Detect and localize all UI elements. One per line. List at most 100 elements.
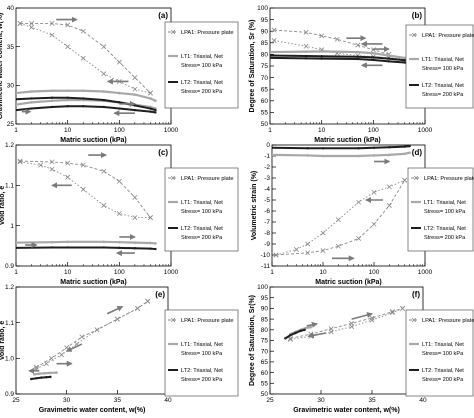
legend-label: Stress= 200 kPa <box>181 377 223 383</box>
y-tick-label: 0 <box>266 142 270 149</box>
data-point <box>334 36 340 42</box>
x-axis-label: Matric suction (kPa) <box>60 137 127 144</box>
series-line-lt2 <box>272 145 410 150</box>
data-point <box>270 56 272 60</box>
data-point <box>116 211 122 217</box>
data-point <box>48 355 54 361</box>
data-point <box>321 147 325 150</box>
y-tick-label: 90 <box>261 28 269 35</box>
plot-frame <box>269 7 426 125</box>
y-tick-label: -9 <box>264 241 270 248</box>
data-point <box>50 89 54 93</box>
data-point <box>369 317 375 323</box>
x-axis-label: Matric suction (kPa) <box>314 137 381 144</box>
panel-tag: (d) <box>412 148 423 157</box>
data-point <box>82 97 85 100</box>
data-point <box>17 20 23 26</box>
chart-panel-e: 25 30 35 40 0.9 1.0 1.1 1.2 Gravimetric water co… <box>0 284 239 414</box>
data-point <box>289 333 292 337</box>
data-point <box>389 309 395 315</box>
x-tick-label: 100 <box>114 269 125 276</box>
panel-tag: (e) <box>155 290 165 299</box>
x-tick-label: 25 <box>12 397 20 404</box>
data-point <box>356 50 360 54</box>
data-point <box>38 372 41 375</box>
data-point <box>48 371 51 375</box>
y-tick-label: 85 <box>261 316 269 323</box>
data-point <box>371 221 377 227</box>
data-point <box>304 50 308 53</box>
x-tick-label: 40 <box>164 397 172 404</box>
series-line-lt1 <box>272 151 410 158</box>
legend: LPA1: Pressure plate LT1: Triaxial, Net St… <box>405 24 474 109</box>
x-tick-label: 35 <box>114 397 122 404</box>
data-point <box>50 246 54 249</box>
data-point <box>101 168 107 174</box>
legend-label: Stress= 100 kPa <box>424 209 466 215</box>
data-point <box>118 240 121 244</box>
y-tick-label: 35 <box>7 44 15 51</box>
legend-label: Stress= 100 kPa <box>181 209 223 215</box>
legend-label: LT2: Triaxial, Net <box>424 226 466 232</box>
x-tick-label: 1000 <box>418 127 433 134</box>
data-point <box>403 61 406 64</box>
data-point <box>372 56 375 59</box>
data-point <box>32 373 36 376</box>
direction-arrow <box>351 312 373 320</box>
data-point <box>16 91 18 95</box>
data-point <box>335 217 341 223</box>
data-point <box>49 32 55 38</box>
data-point <box>304 57 308 60</box>
legend-box <box>164 309 239 397</box>
data-point <box>116 59 122 65</box>
y-tick-label: 65 <box>261 359 269 366</box>
legend-label: LT2: Triaxial, Net <box>181 368 223 374</box>
x-tick-label: 30 <box>63 397 71 404</box>
data-point <box>16 246 18 250</box>
data-point <box>270 50 272 54</box>
y-tick-label: 1.1 <box>5 183 14 190</box>
x-tick-label: 10 <box>318 127 326 134</box>
data-point <box>81 89 85 93</box>
y-tick-label: 95 <box>261 295 269 302</box>
legend-label: Stress= 200 kPa <box>181 235 223 241</box>
data-point <box>147 90 153 96</box>
data-point <box>16 103 18 106</box>
data-point <box>133 108 137 112</box>
y-tick-label: 100 <box>257 5 268 12</box>
chart-panel-a: 1 10 100 1000 25 30 35 40 Matric suction (kPa) Gr… <box>0 5 239 144</box>
data-point <box>387 54 391 57</box>
x-tick-label: 1000 <box>164 127 179 134</box>
legend: LPA1: Pressure plate LT1: Triaxial, Net St… <box>164 21 239 109</box>
data-point <box>94 327 100 333</box>
series-line-lpa1_b <box>275 179 405 256</box>
data-point <box>303 328 306 331</box>
y-tick-label: 30 <box>7 83 15 90</box>
data-point <box>273 252 279 258</box>
data-point <box>335 243 341 249</box>
panel-tag: (c) <box>158 148 168 157</box>
direction-arrow <box>306 321 318 328</box>
data-point <box>305 241 311 247</box>
data-point <box>306 147 309 150</box>
data-point <box>102 98 105 102</box>
data-point <box>66 98 69 102</box>
data-point <box>272 153 274 157</box>
data-point <box>408 151 411 154</box>
data-point <box>328 329 334 335</box>
data-point <box>118 246 121 250</box>
legend-label: LPA1: Pressure plate <box>424 176 474 182</box>
legend-marker <box>411 317 417 323</box>
legend-box <box>405 24 474 109</box>
data-point <box>17 158 23 164</box>
data-point <box>114 316 120 322</box>
x-tick-label: 40 <box>419 397 427 404</box>
y-tick-label: 80 <box>261 327 269 334</box>
legend-marker <box>413 175 419 181</box>
x-tick-label: 100 <box>369 269 380 276</box>
y-tick-label: -4 <box>264 186 270 193</box>
data-point <box>30 101 33 104</box>
x-tick-label: 1 <box>14 269 18 276</box>
data-point <box>65 22 71 28</box>
data-point <box>16 98 18 101</box>
